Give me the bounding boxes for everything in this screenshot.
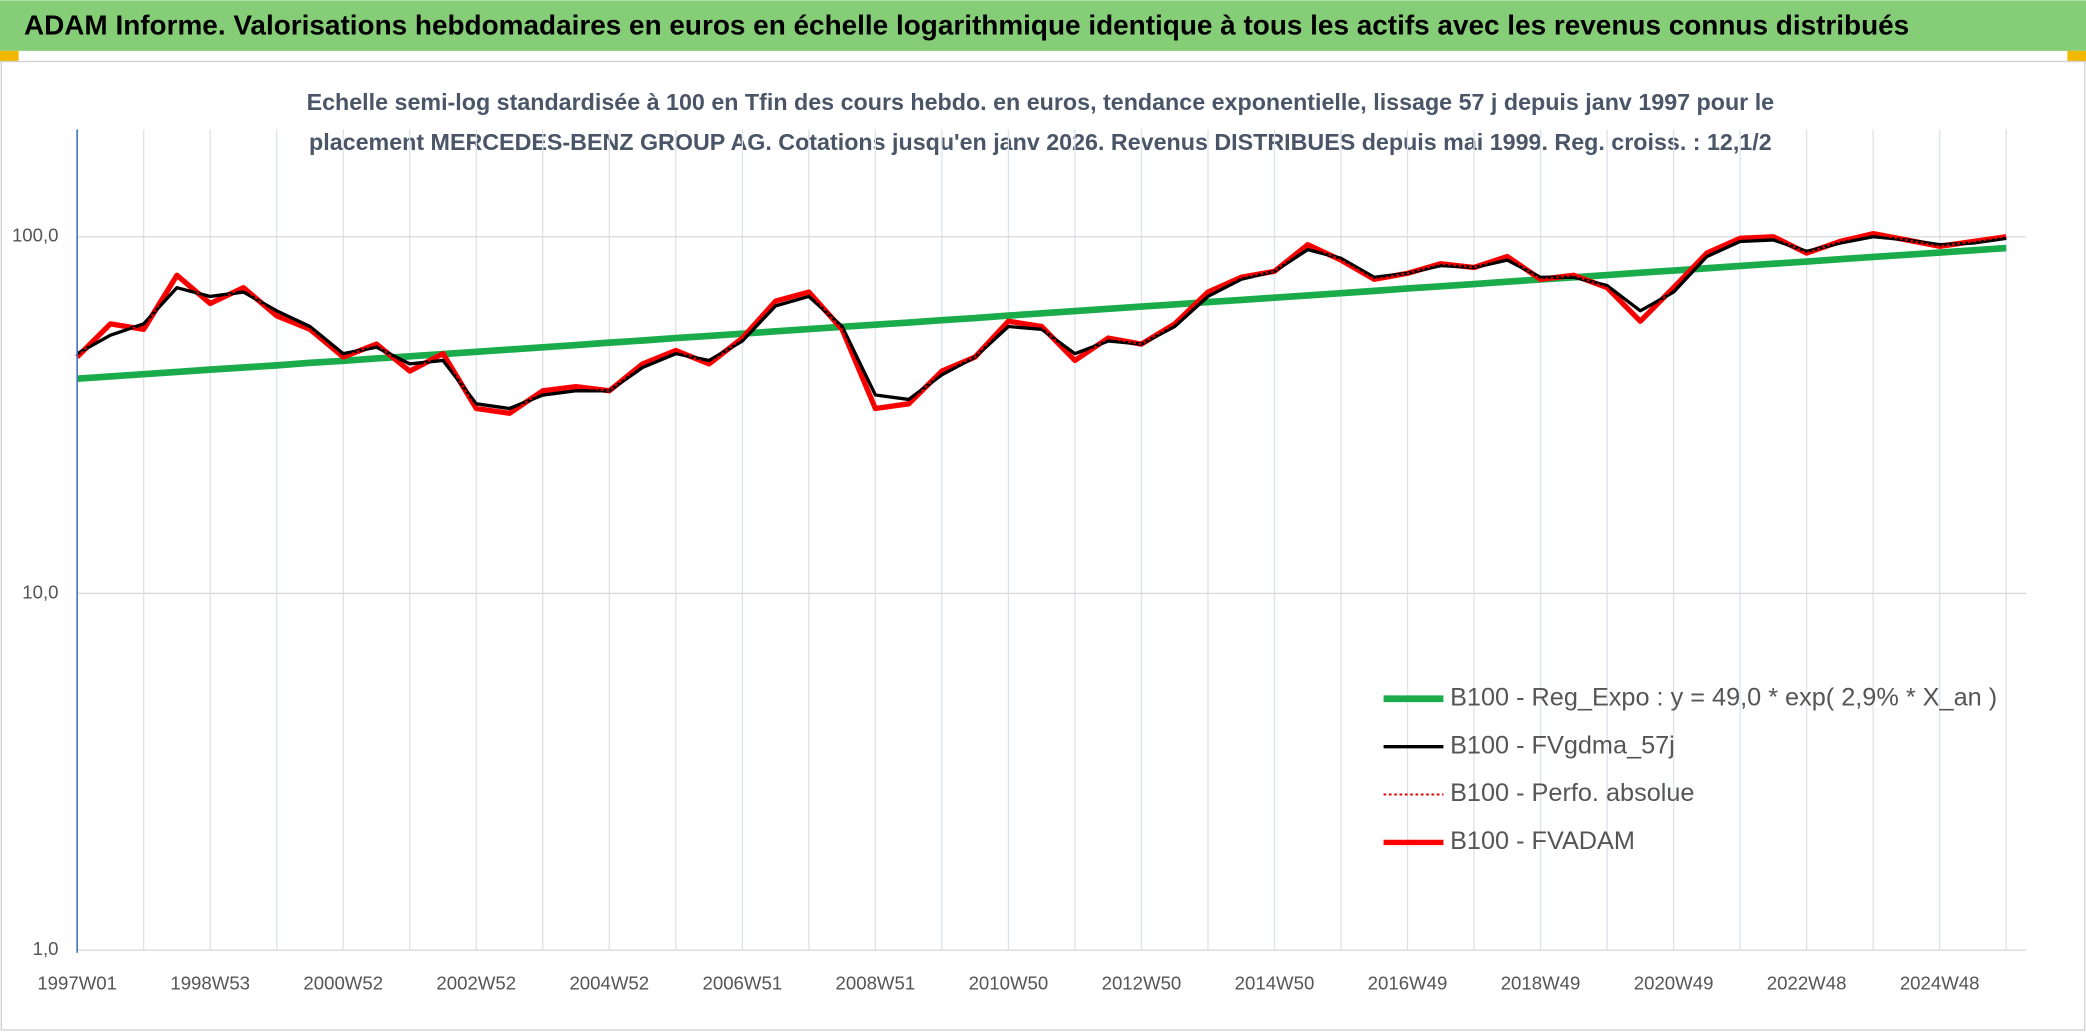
legend-label: B100 - Perfo. absolue xyxy=(1450,779,1694,807)
x-tick-label: 2018W49 xyxy=(1501,973,1581,994)
series-line xyxy=(76,235,2007,411)
x-tick-label: 2006W51 xyxy=(703,973,783,994)
legend-label: B100 - FVgdma_57j xyxy=(1450,731,1675,759)
legend-label: B100 - Reg_Expo : y = 49,0 * exp( 2,9% *… xyxy=(1450,683,1997,711)
plot xyxy=(75,231,2007,416)
chart-frame xyxy=(0,60,2086,1031)
y-tick-label: 100,0 xyxy=(12,225,59,246)
series-line xyxy=(76,232,2007,415)
x-tick-label: 1997W01 xyxy=(37,973,117,994)
x-tick-label: 2002W52 xyxy=(436,973,516,994)
subtitle: placement MERCEDES-BENZ GROUP AG. Cotati… xyxy=(309,129,1772,155)
x-tick-label: 2014W50 xyxy=(1235,973,1315,994)
x-tick-label: 2022W48 xyxy=(1767,973,1847,994)
x-tick-label: 2008W51 xyxy=(836,973,916,994)
x-tick-label: 2010W50 xyxy=(969,973,1049,994)
corner xyxy=(2067,50,2086,62)
chart-title: ADAM Informe. Valorisations hebdomadaire… xyxy=(24,9,1909,40)
subtitle: Echelle semi-log standardisée à 100 en T… xyxy=(307,89,1775,115)
x-tick-label: 2020W49 xyxy=(1634,973,1714,994)
legend: B100 - Reg_Expo : y = 49,0 * exp( 2,9% *… xyxy=(1383,683,1997,855)
x-tick-label: 2024W48 xyxy=(1900,973,1980,994)
header-band xyxy=(0,0,2086,51)
x-tick-label: 2016W49 xyxy=(1368,973,1448,994)
legend-label: B100 - FVADAM xyxy=(1450,827,1635,855)
x-tick-label: 1998W53 xyxy=(170,973,250,994)
y-tick-label: 1,0 xyxy=(33,938,59,959)
x-tick-label: 2000W52 xyxy=(303,973,383,994)
corner xyxy=(0,50,19,62)
x-tick-label: 2004W52 xyxy=(569,973,649,994)
y-tick-label: 10,0 xyxy=(22,581,58,602)
x-tick-label: 2012W50 xyxy=(1102,973,1182,994)
